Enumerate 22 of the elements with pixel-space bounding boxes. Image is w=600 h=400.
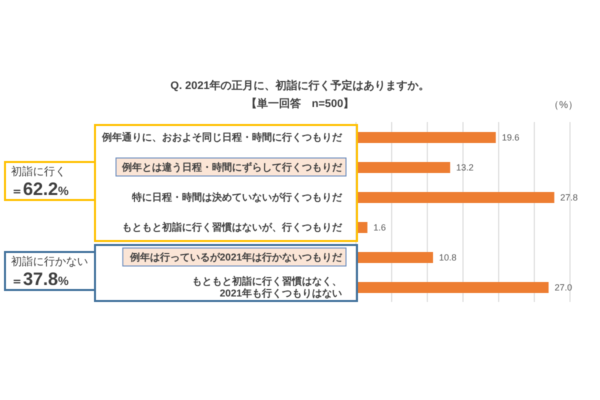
y-tick-label: 特に日程・時間は決めていないが行くつもりだ xyxy=(131,192,343,204)
data-label: 27.8 xyxy=(560,192,578,203)
y-tick-label: 例年とは違う日程・時間にずらして行くつもりだ xyxy=(121,162,343,174)
data-label: 27.0 xyxy=(554,282,572,293)
bar xyxy=(356,162,450,173)
bar xyxy=(356,282,549,293)
bar xyxy=(356,132,496,143)
chart-title: Q. 2021年の正月に、初詣に行く予定はありますか。 xyxy=(169,78,431,93)
bar xyxy=(356,252,434,263)
data-label: 1.6 xyxy=(373,222,386,233)
y-tick-label: 例年通りに、おおよそ同じ日程・時間に行くつもりだ xyxy=(101,132,343,144)
y-tick-label: もともと初詣に行く習慣はなく、2021年も行くつもりはない xyxy=(192,276,342,300)
label-box: 初詣に行かない＝37.8% xyxy=(4,251,96,291)
chart-subtitle: 【単一回答 n=500】 xyxy=(246,98,354,110)
data-label: 10.8 xyxy=(439,252,457,263)
label-box: 初詣に行く＝62.2% xyxy=(4,161,96,201)
y-tick-label: 例年は行っているが2021年は行かないつもりだ xyxy=(128,252,343,264)
bar xyxy=(356,192,554,203)
data-label: 13.2 xyxy=(456,162,474,173)
text: （%） xyxy=(549,99,578,112)
data-label: 19.6 xyxy=(502,132,520,143)
y-tick-label: もともと初詣に行く習慣はないが、行くつもりだ xyxy=(122,222,343,234)
